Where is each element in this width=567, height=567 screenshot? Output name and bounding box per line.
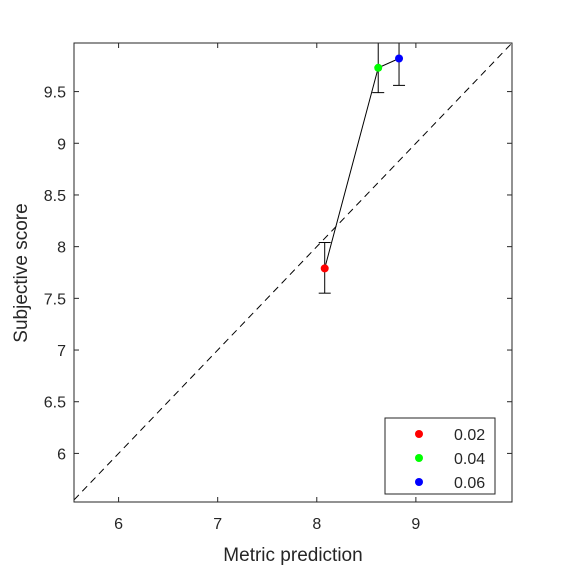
legend-marker-0.06 [415,478,423,486]
y-tick-label: 8.5 [44,188,66,205]
x-tick-label: 9 [411,516,420,533]
plot-contents [74,43,512,501]
data-point-0.02 [320,264,329,273]
legend-label-0.04: 0.04 [454,451,485,468]
legend: 0.02 0.04 0.06 [384,417,496,495]
x-tick-label: 7 [213,516,222,533]
legend-label-0.06: 0.06 [454,475,485,492]
y-tick-label: 7.5 [44,291,66,308]
data-point-0.06 [395,54,404,63]
x-axis-label: Metric prediction [223,545,362,566]
legend-marker-0.04 [415,454,423,462]
legend-marker-0.02 [415,430,423,438]
diagonal-reference-line [74,43,512,501]
y-tick-label: 9.5 [44,85,66,102]
y-tick-label: 9 [57,136,66,153]
legend-box [384,417,496,495]
y-tick-label: 6.5 [44,395,66,412]
y-axis-label: Subjective score [11,203,32,342]
plot-area [74,43,512,501]
y-tick-label: 7 [57,343,66,360]
axes: 6 7 8 9 6 6.5 7 7.5 8 8.5 9 9.5 [44,42,513,533]
data-point-0.04 [374,63,383,72]
legend-label-0.02: 0.02 [454,427,485,444]
y-tick-label: 8 [57,240,66,257]
axes-frame [73,42,513,503]
x-tick-label: 8 [312,516,321,533]
y-tick-label: 6 [57,446,66,463]
x-tick-label: 6 [114,516,123,533]
